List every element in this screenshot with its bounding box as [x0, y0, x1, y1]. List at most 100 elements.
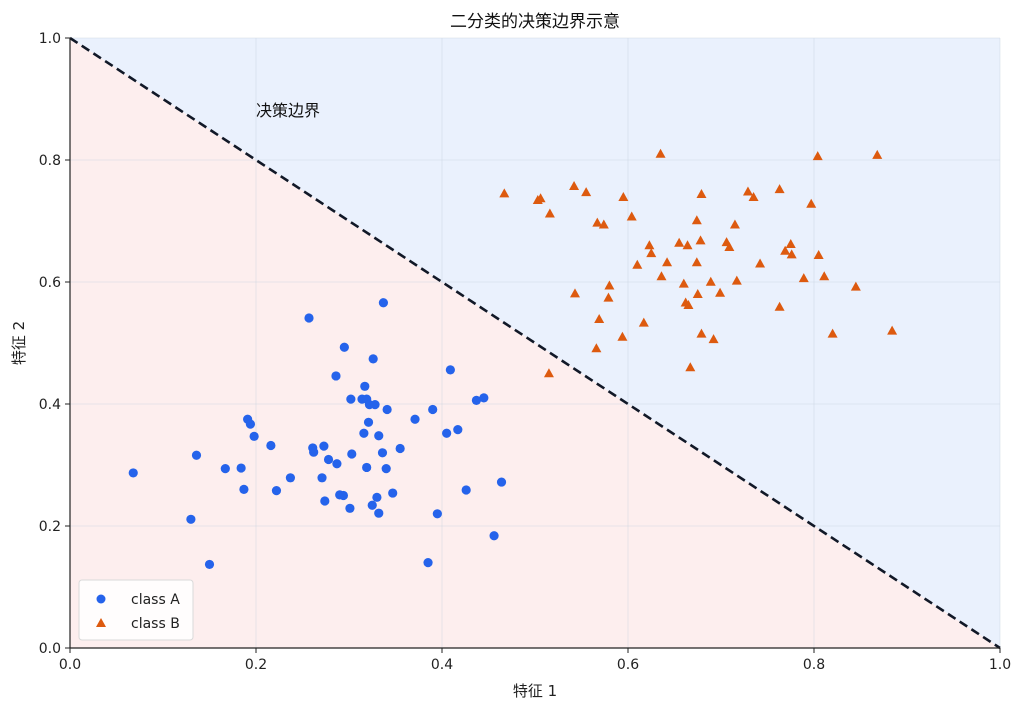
point-class-b [581, 187, 592, 197]
point-class-b [678, 278, 689, 288]
point-class-b [682, 240, 693, 250]
point-class-a [372, 492, 382, 502]
data-points [128, 148, 898, 570]
point-class-b [827, 328, 838, 338]
point-class-a [331, 371, 341, 381]
point-class-b [618, 192, 629, 202]
point-class-b [499, 188, 510, 198]
point-class-a [423, 558, 433, 568]
decision-boundary-line [69, 36, 1001, 650]
point-class-b [813, 249, 824, 259]
point-class-a [360, 381, 370, 391]
point-class-a [236, 463, 246, 473]
point-class-a [359, 428, 369, 438]
point-class-b [603, 292, 614, 302]
legend: class A class B [78, 579, 194, 641]
point-class-b [626, 211, 637, 221]
point-class-b [656, 271, 667, 281]
tick-labels: 0.0 0.2 0.4 0.6 0.8 1.0 0.0 0.2 0.4 0.6 0.8 1.0 [39, 31, 1011, 673]
point-class-b [731, 275, 742, 285]
point-class-b [724, 242, 735, 252]
point-class-a [367, 500, 377, 510]
point-class-b [715, 287, 726, 297]
point-class-a [445, 365, 455, 375]
point-class-a [346, 394, 356, 404]
y-tick-label: 0.2 [39, 519, 61, 535]
point-class-a [471, 395, 482, 405]
y-axis-title: 特征 2 [10, 321, 28, 365]
legend-marker-class-b [96, 618, 106, 627]
point-class-a [496, 477, 507, 487]
point-class-a [442, 428, 452, 438]
x-axis-title: 特征 1 [513, 682, 557, 700]
x-tick-label: 0.4 [431, 657, 453, 673]
point-class-a [317, 473, 327, 483]
point-class-a [363, 417, 374, 427]
point-class-a [410, 414, 420, 424]
point-class-a [239, 484, 249, 494]
point-class-b [569, 288, 580, 298]
point-class-a [285, 473, 296, 483]
point-class-a [374, 431, 384, 441]
point-class-a [332, 459, 342, 469]
point-class-b [819, 271, 830, 281]
point-class-b [806, 198, 817, 208]
point-class-b [692, 289, 703, 298]
y-tick-label: 0.6 [39, 275, 61, 291]
point-class-b [691, 215, 702, 225]
point-class-a [304, 313, 314, 323]
point-class-b [872, 149, 883, 159]
decision-boundary-label: 决策边界 [256, 101, 320, 120]
point-class-b [632, 259, 643, 269]
y-tick-label: 0.4 [39, 397, 61, 413]
point-class-a [368, 354, 378, 364]
point-class-b [695, 235, 706, 245]
point-class-b [748, 192, 759, 202]
point-class-a [453, 425, 463, 435]
point-class-a [370, 400, 380, 410]
point-class-a [377, 448, 388, 458]
point-class-a [186, 514, 196, 524]
point-class-a [191, 450, 202, 460]
point-class-b [850, 281, 861, 291]
point-class-b [780, 245, 791, 255]
point-class-b [604, 280, 615, 290]
point-class-a [204, 559, 215, 570]
x-tick-label: 0.6 [617, 657, 639, 673]
legend-label-class-a: class A [131, 592, 180, 608]
point-class-a [378, 298, 389, 308]
point-class-a [266, 440, 276, 451]
point-class-b [705, 276, 716, 286]
point-class-b [812, 151, 823, 161]
point-class-b [683, 299, 694, 309]
point-class-b [696, 188, 707, 198]
point-class-a [382, 404, 392, 415]
point-class-b [543, 368, 554, 378]
point-class-a [461, 485, 471, 495]
point-class-b [742, 186, 753, 196]
point-class-b [569, 181, 580, 191]
axes [69, 38, 1000, 649]
point-class-b [535, 193, 546, 203]
point-class-a [374, 508, 384, 518]
point-class-b [755, 258, 766, 268]
point-class-a [381, 464, 391, 474]
point-class-b [729, 219, 740, 229]
point-class-b [774, 301, 785, 311]
point-class-b [655, 148, 666, 158]
point-class-b [798, 273, 809, 283]
point-class-a [432, 509, 442, 519]
grid-lines [69, 37, 1001, 649]
y-tick-label: 0.8 [39, 153, 61, 169]
point-class-a [479, 393, 489, 403]
point-class-a [323, 454, 334, 465]
point-class-a [345, 503, 355, 513]
point-class-b [594, 314, 605, 324]
point-class-a [249, 431, 259, 441]
x-tick-label: 0.8 [803, 657, 825, 673]
point-class-b [644, 240, 655, 250]
point-class-a [320, 496, 330, 506]
point-class-a [362, 462, 372, 473]
decision-boundary-group [69, 36, 1001, 650]
